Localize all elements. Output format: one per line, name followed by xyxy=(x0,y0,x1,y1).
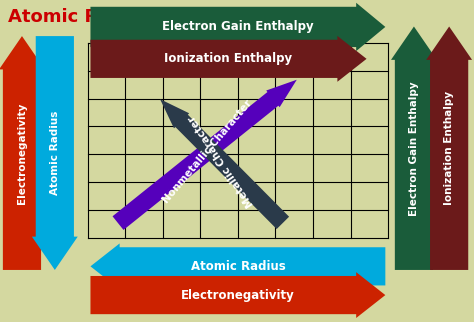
Text: Ionization Enthalpy: Ionization Enthalpy xyxy=(164,52,292,65)
Text: Electronegativity: Electronegativity xyxy=(17,102,27,204)
Text: Electron Gain Enthalpy: Electron Gain Enthalpy xyxy=(162,20,314,33)
Text: Atomic Radius: Atomic Radius xyxy=(50,111,60,195)
Text: Electronegativity: Electronegativity xyxy=(181,289,295,302)
Text: Electron Gain Enthalpy: Electron Gain Enthalpy xyxy=(409,81,419,215)
Text: Atomic Radius: Atomic Radius xyxy=(191,260,285,273)
Text: Ionization Enthalpy: Ionization Enthalpy xyxy=(444,91,454,205)
Text: Atomic Radius: Atomic Radius xyxy=(8,8,152,26)
Text: Nonmetallic Character: Nonmetallic Character xyxy=(161,98,254,205)
Text: Metallic Character: Metallic Character xyxy=(187,113,256,209)
